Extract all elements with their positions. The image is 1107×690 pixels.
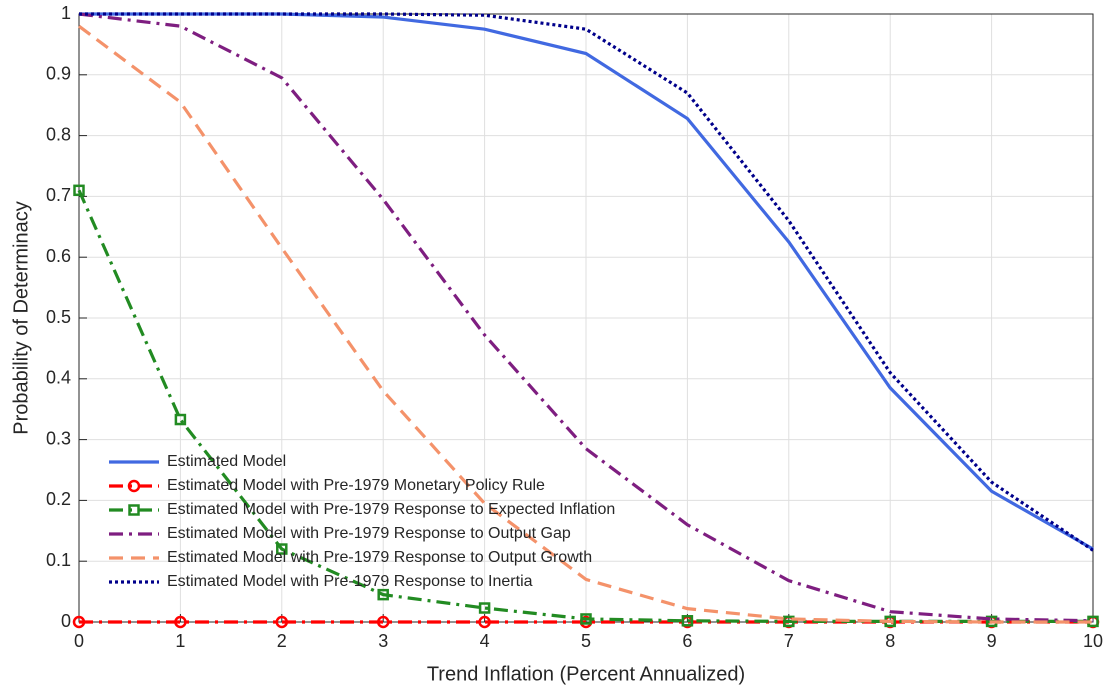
y-tick-label: 0.4 (46, 368, 71, 388)
x-tick-label: 5 (581, 631, 591, 651)
legend-label: Estimated Model (167, 453, 286, 470)
y-tick-label: 0.6 (46, 246, 71, 266)
series-line (78, 12, 1094, 623)
y-tick-label: 0.3 (46, 428, 71, 448)
legend: Estimated Model Estimated Model with Pre-… (109, 453, 615, 590)
x-tick-label: 0 (74, 631, 84, 651)
marker (73, 184, 85, 197)
marker (783, 615, 795, 628)
y-tick-label: 0 (61, 611, 71, 631)
legend-label: Estimated Model with Pre-1979 Response t… (167, 549, 592, 566)
x-tick-label: 10 (1083, 631, 1103, 651)
y-tick-label: 0.9 (46, 64, 71, 84)
marker (377, 588, 389, 601)
marker (127, 479, 141, 493)
marker (478, 615, 491, 629)
x-tick-label: 4 (480, 631, 490, 651)
legend-label: Estimated Model with Pre-1979 Response t… (167, 573, 533, 590)
x-axis-label: Trend Inflation (Percent Annualized) (427, 663, 745, 685)
y-axis-label: Probability of Determinacy (10, 201, 32, 434)
y-tick-label: 0.8 (46, 124, 71, 144)
y-tick-label: 1 (61, 3, 71, 23)
marker (478, 602, 491, 614)
marker (275, 615, 289, 629)
legend-label: Estimated Model with Pre-1979 Monetary P… (167, 477, 545, 494)
marker (580, 613, 592, 625)
x-tick-label: 3 (378, 631, 388, 651)
x-tick-label: 8 (885, 631, 895, 651)
marker (681, 615, 694, 627)
marker (276, 543, 288, 555)
marker (72, 615, 86, 629)
series-line (78, 24, 1093, 624)
marker (174, 413, 187, 426)
x-tick-label: 2 (277, 631, 287, 651)
series-line (77, 189, 1093, 623)
x-tick-label: 9 (987, 631, 997, 651)
series-line (79, 12, 1094, 552)
x-tick-label: 7 (784, 631, 794, 651)
y-tick-label: 0.5 (46, 307, 71, 327)
legend-label: Estimated Model with Pre-1979 Response t… (167, 525, 571, 542)
marker (128, 504, 140, 516)
x-tick-label: 6 (682, 631, 692, 651)
y-tick-label: 0.1 (46, 550, 71, 570)
marker (174, 615, 187, 629)
y-tick-label: 0.2 (46, 489, 71, 509)
y-tick-label: 0.7 (46, 185, 71, 205)
legend-label: Estimated Model with Pre-1979 Response t… (167, 501, 615, 518)
marker (376, 615, 390, 629)
x-tick-label: 1 (175, 631, 185, 651)
